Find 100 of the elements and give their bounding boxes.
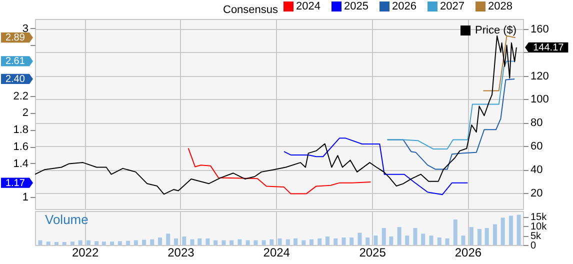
y2-tick-label: 160 <box>530 23 549 36</box>
y2-tick-label: 80 <box>530 117 543 130</box>
legend-label: 2025 <box>344 0 368 12</box>
x-tick-label: 2022 <box>72 246 99 260</box>
y2-tick-label: 60 <box>530 140 543 153</box>
y2-tick-label: 20 <box>530 188 543 200</box>
y-tick-label: 1.8 <box>13 124 28 136</box>
bar <box>389 236 394 245</box>
bar <box>421 234 426 245</box>
bar <box>70 242 74 245</box>
bar <box>246 240 250 245</box>
x-tick-label: 2026 <box>454 246 482 260</box>
bar <box>508 216 513 245</box>
bar <box>492 224 497 245</box>
y-tick-label: 0 <box>530 240 536 252</box>
bar <box>342 237 346 245</box>
y-tick-label: 5k <box>530 231 542 242</box>
bar <box>118 241 122 245</box>
chart-title: Volume <box>45 212 88 227</box>
legend-label: 2028 <box>488 0 512 12</box>
bar <box>270 239 274 245</box>
y-tick-label: 1.6 <box>13 141 28 154</box>
bar <box>86 240 90 245</box>
y-tick-label: 2.2 <box>13 90 28 102</box>
y-tick-label: 1 <box>22 192 28 204</box>
bar <box>190 239 194 245</box>
bar <box>174 238 178 245</box>
annotation: 2.61 <box>5 56 26 68</box>
bar <box>102 242 106 245</box>
bar <box>278 238 282 245</box>
y2-tick-label: 40 <box>530 164 543 176</box>
legend-label: 2027 <box>440 0 464 12</box>
bar <box>350 237 354 245</box>
bar <box>294 238 298 245</box>
bar <box>302 240 306 245</box>
y2-tick-label: 100 <box>530 94 549 106</box>
y-tick-label: 2 <box>22 107 28 120</box>
bar <box>142 240 146 245</box>
annotation: 2.89 <box>5 32 26 44</box>
line-series <box>35 35 517 195</box>
bar <box>126 240 130 245</box>
bar <box>222 240 226 245</box>
annotation: 2.40 <box>5 74 26 85</box>
bar <box>46 242 50 245</box>
data-label: 144.17 <box>533 42 564 54</box>
bar <box>150 239 154 245</box>
x-tick-label: 2024 <box>263 246 290 260</box>
bar <box>484 228 489 245</box>
bar <box>238 239 242 245</box>
y-tick-label: 15k <box>530 212 548 224</box>
bar <box>334 238 338 245</box>
legend-label: Price ($) <box>475 24 517 36</box>
bar <box>182 236 186 245</box>
bar <box>374 236 378 245</box>
bar <box>206 238 210 245</box>
bar <box>318 238 322 245</box>
bar <box>286 239 290 245</box>
bar <box>429 236 434 245</box>
bar <box>437 237 442 245</box>
line-series <box>386 60 516 150</box>
x-tick-label: 2025 <box>359 246 386 260</box>
bar <box>358 232 362 245</box>
bar <box>366 237 370 245</box>
bar <box>134 240 138 245</box>
bar <box>405 236 410 245</box>
bar <box>62 242 66 245</box>
bar <box>453 220 458 245</box>
bar <box>158 237 162 245</box>
bar <box>500 218 505 245</box>
bar <box>413 228 418 245</box>
y2-tick-label: 120 <box>530 70 549 82</box>
bar <box>461 236 466 245</box>
bar <box>78 240 82 245</box>
line-series <box>283 138 468 196</box>
y-tick-label: 1.4 <box>13 158 28 170</box>
bar <box>198 238 202 245</box>
bar <box>310 239 314 245</box>
bar <box>469 227 474 245</box>
bar <box>477 228 482 245</box>
bar <box>254 240 258 245</box>
legend-label: 2024 <box>296 0 320 12</box>
bar <box>262 240 266 245</box>
bar <box>397 227 402 245</box>
bar <box>382 228 386 245</box>
line-series <box>188 148 372 194</box>
bar <box>214 240 218 245</box>
bar <box>54 242 58 245</box>
bar <box>516 214 521 245</box>
bar <box>230 240 234 245</box>
y-tick-label: 3 <box>22 22 28 35</box>
bar <box>38 240 42 245</box>
bar <box>94 241 99 245</box>
bar <box>445 238 450 245</box>
x-tick-label: 2023 <box>168 246 195 260</box>
y-tick-label: 10k <box>530 222 548 233</box>
annotation: 1.17 <box>5 178 26 189</box>
bar <box>325 236 330 245</box>
bar <box>166 234 170 245</box>
legend-label: 2026 <box>392 0 416 12</box>
bar <box>110 242 114 245</box>
